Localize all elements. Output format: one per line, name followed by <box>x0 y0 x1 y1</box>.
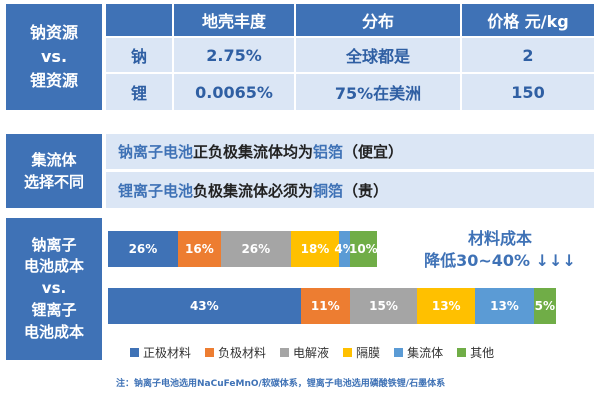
bar-value-label: 4% <box>334 242 355 256</box>
bar-segment-lithium-2: 15% <box>349 288 418 324</box>
legend-item: 集流体 <box>394 344 443 361</box>
collector-lithium-note: （贵） <box>343 181 389 200</box>
bar-value-label: 16% <box>185 242 214 256</box>
collector-lithium-subject: 锂离子电池 <box>118 181 194 200</box>
cost-label-vs: vs. <box>41 279 67 298</box>
legend-item: 负极材料 <box>205 344 266 361</box>
header-price: 价格 元/kg <box>462 4 594 36</box>
bar-value-label: 13% <box>490 299 519 313</box>
collector-lithium-mid: 负极集流体必须为 <box>193 181 314 200</box>
bar-value-label: 43% <box>189 299 219 313</box>
resource-side-label: 钠资源 vs. 锂资源 <box>6 4 102 110</box>
bar-segment-sodium-3: 18% <box>290 231 340 267</box>
cost-reduction-note: 材料成本 降低30~40% ↓↓↓ <box>406 228 594 273</box>
bar-segment-sodium-2: 26% <box>220 231 291 267</box>
bar-segment-lithium-0: 43% <box>108 288 301 324</box>
sodium-resource-label: 钠资源 <box>29 23 78 42</box>
bar-segment-sodium-0: 26% <box>108 231 178 267</box>
bar-value-label: 13% <box>431 299 461 313</box>
bar-segment-sodium-5: 10% <box>348 231 378 267</box>
legend-label: 正极材料 <box>143 346 192 360</box>
collector-side-label: 集流体 选择不同 <box>6 134 102 208</box>
header-corner <box>106 4 172 36</box>
legend-label: 集流体 <box>407 346 444 360</box>
legend-swatch <box>280 348 290 357</box>
collector-lithium-material: 铜箔 <box>313 181 344 200</box>
bar-value-label: 15% <box>369 299 398 313</box>
bar-segment-lithium-3: 13% <box>417 288 476 324</box>
bar-segment-sodium-4: 4% <box>334 231 355 267</box>
lithium-resource-label: 锂资源 <box>29 71 78 90</box>
legend-item: 电解液 <box>280 344 329 361</box>
row-lithium-element: 锂 <box>106 74 172 110</box>
legend-label: 隔膜 <box>356 346 381 360</box>
cost-label-sodium-1: 钠离子 <box>31 235 77 254</box>
collector-sodium-subject: 钠离子电池 <box>118 143 194 161</box>
cost-note-title: 材料成本 <box>467 229 532 248</box>
row-lithium-abundance: 0.0065% <box>174 74 294 110</box>
bar-value-label: 26% <box>241 242 271 256</box>
header-distribution: 分布 <box>296 4 460 36</box>
collector-label-line2: 选择不同 <box>23 173 84 191</box>
cost-label-sodium-2: 电池成本 <box>23 257 84 276</box>
collector-sodium-material: 铝箔 <box>313 143 344 161</box>
bar-value-label: 26% <box>128 242 158 256</box>
cost-label-lithium-2: 电池成本 <box>23 322 84 341</box>
row-sodium-distribution: 全球都是 <box>296 38 460 72</box>
collector-sodium-row: 钠离子电池 正负极集流体均为 铝箔 （便宜） <box>106 134 594 169</box>
row-lithium-price: 150 <box>462 74 594 110</box>
bar-segment-lithium-5: 5% <box>533 288 556 324</box>
header-abundance: 地壳丰度 <box>174 4 294 36</box>
legend-swatch <box>205 348 215 357</box>
bar-value-label: 5% <box>534 299 555 313</box>
bar-segment-lithium-1: 11% <box>300 288 350 324</box>
legend-swatch <box>457 348 467 357</box>
cost-label-lithium-1: 锂离子 <box>31 300 77 319</box>
cost-side-label: 钠离子 电池成本 vs. 锂离子 电池成本 <box>6 218 102 360</box>
legend-label: 其他 <box>470 346 495 360</box>
bar-value-label: 11% <box>310 299 340 313</box>
legend-swatch <box>343 348 353 357</box>
bar-value-label: 18% <box>300 242 330 256</box>
legend-label: 电解液 <box>293 346 330 360</box>
row-lithium-distribution: 75%在美洲 <box>296 74 460 110</box>
row-sodium-element: 钠 <box>106 38 172 72</box>
row-sodium-abundance: 2.75% <box>174 38 294 72</box>
legend-item: 其他 <box>457 344 494 361</box>
chart-legend: 正极材料 负极材料 电解液 隔膜 集流体 其他 <box>130 344 508 361</box>
row-sodium-price: 2 <box>462 38 594 72</box>
bar-segment-sodium-1: 16% <box>177 231 221 267</box>
legend-swatch <box>394 348 404 357</box>
bar-segment-lithium-4: 13% <box>475 288 534 324</box>
collector-sodium-mid: 正负极集流体均为 <box>193 143 314 161</box>
legend-swatch <box>130 348 139 357</box>
collector-sodium-note: （便宜） <box>343 143 404 161</box>
vs-label: vs. <box>40 47 68 66</box>
bar-value-label: 10% <box>348 242 378 256</box>
legend-item: 隔膜 <box>343 344 380 361</box>
collector-lithium-row: 锂离子电池 负极集流体必须为 铜箔 （贵） <box>106 172 594 208</box>
legend-label: 负极材料 <box>218 346 267 360</box>
collector-label-line1: 集流体 <box>31 150 77 169</box>
cost-note-detail: 降低30~40% ↓↓↓ <box>424 251 576 271</box>
legend-item: 正极材料 <box>130 344 191 361</box>
footnote: 注：钠离子电池选用NaCuFeMnO/软碳体系，锂离子电池选用磷酸铁锂/石墨体系 <box>116 379 446 389</box>
